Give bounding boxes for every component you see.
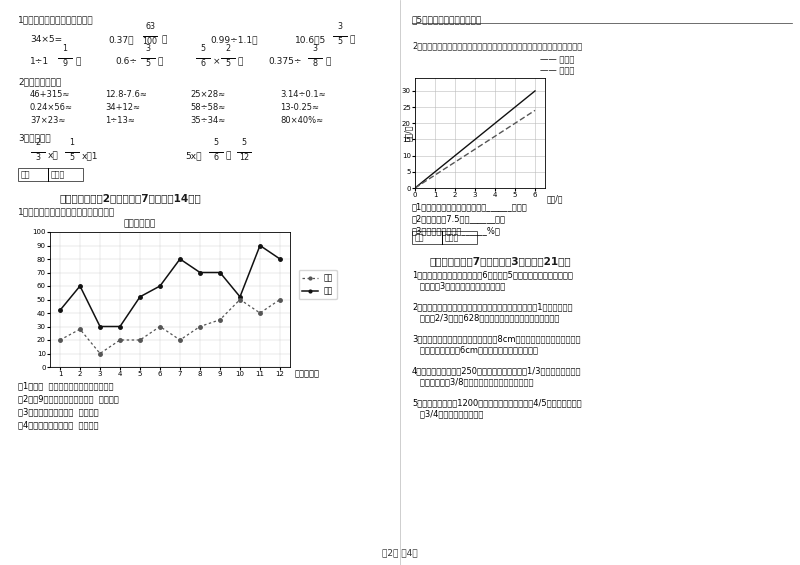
Text: 评卷人: 评卷人 bbox=[445, 233, 459, 242]
Text: 0.375÷: 0.375÷ bbox=[268, 57, 302, 66]
Text: 2．一个装满汽油的圆柱形油桶，从里面量，底面半径为1米。如用去这: 2．一个装满汽油的圆柱形油桶，从里面量，底面半径为1米。如用去这 bbox=[412, 302, 573, 311]
Text: （2）、9月份收入和支出相差（  ）万元。: （2）、9月份收入和支出相差（ ）万元。 bbox=[18, 394, 118, 403]
Text: 1．请根据下面的统计图回答下列问题。: 1．请根据下面的统计图回答下列问题。 bbox=[18, 207, 115, 216]
Text: ＝: ＝ bbox=[162, 35, 167, 44]
Text: 35÷34≈: 35÷34≈ bbox=[190, 116, 226, 125]
Text: 3: 3 bbox=[35, 153, 41, 162]
Text: 的3/4，种黄瓜多少公顷？: 的3/4，种黄瓜多少公顷？ bbox=[412, 409, 483, 418]
Text: 34+12≈: 34+12≈ bbox=[105, 103, 140, 112]
Text: （5）你还获得了哪些信息？: （5）你还获得了哪些信息？ bbox=[412, 15, 482, 24]
Text: 10.6－5: 10.6－5 bbox=[295, 35, 326, 44]
Text: 8: 8 bbox=[313, 59, 318, 68]
Text: 评卷人: 评卷人 bbox=[51, 170, 66, 179]
Text: 1: 1 bbox=[62, 44, 67, 53]
Text: 六、应用题（共7小题，每题3分，共计21分）: 六、应用题（共7小题，每题3分，共计21分） bbox=[429, 256, 571, 266]
Text: —— 降价前: —— 降价前 bbox=[540, 55, 574, 64]
Bar bbox=[412, 231, 477, 244]
Text: 3: 3 bbox=[146, 44, 150, 53]
Text: 12: 12 bbox=[239, 153, 249, 162]
Text: 5: 5 bbox=[242, 138, 246, 147]
Text: 1．直接写出下面各题的积数。: 1．直接写出下面各题的积数。 bbox=[18, 15, 94, 24]
Text: 全额（万元）: 全额（万元） bbox=[124, 219, 156, 228]
Text: 5: 5 bbox=[201, 44, 206, 53]
Text: ＝: ＝ bbox=[325, 57, 330, 66]
Text: 是果园枣树的3/8，这个果园一共有果树多少棵？: 是果园枣树的3/8，这个果园一共有果树多少棵？ bbox=[412, 377, 534, 386]
Text: 0.99÷1.1＝: 0.99÷1.1＝ bbox=[210, 35, 258, 44]
Text: 中取出，水面下降6cm，这个铁球的体积是多少？: 中取出，水面下降6cm，这个铁球的体积是多少？ bbox=[412, 345, 538, 354]
Text: 37×23≈: 37×23≈ bbox=[30, 116, 66, 125]
Text: 5x－: 5x－ bbox=[185, 151, 202, 160]
Text: 5．新光农场种白菜1200公顷，种的萝卜是白菜的4/5，萝卜又是黄瓜: 5．新光农场种白菜1200公顷，种的萝卜是白菜的4/5，萝卜又是黄瓜 bbox=[412, 398, 582, 407]
Legend: 支出, 收入: 支出, 收入 bbox=[298, 270, 337, 299]
Text: （3）这种彩带降价了______%。: （3）这种彩带降价了______%。 bbox=[412, 226, 501, 235]
Text: 2: 2 bbox=[35, 138, 41, 147]
Text: 2．图象表示一种彩带降价前后的长度与总价的关系，请根据图中信息填空。: 2．图象表示一种彩带降价前后的长度与总价的关系，请根据图中信息填空。 bbox=[412, 41, 582, 50]
Text: 得分: 得分 bbox=[415, 233, 425, 242]
Text: 3．解方程。: 3．解方程。 bbox=[18, 133, 50, 142]
Text: 63: 63 bbox=[145, 22, 155, 31]
Text: x＝1: x＝1 bbox=[82, 151, 98, 160]
Text: 5: 5 bbox=[70, 153, 74, 162]
Text: 6: 6 bbox=[201, 59, 206, 68]
Text: 总价/元: 总价/元 bbox=[404, 125, 413, 141]
Text: 第2页 共4页: 第2页 共4页 bbox=[382, 548, 418, 557]
Text: 桶油的2/3后还剩628升，求这个油桶的高。（列方程解）: 桶油的2/3后还剩628升，求这个油桶的高。（列方程解） bbox=[412, 313, 559, 322]
Text: 5: 5 bbox=[214, 138, 218, 147]
Text: 2: 2 bbox=[226, 44, 230, 53]
Text: 3．一个圆柱形玻璃容器的底面半径是8cm，把一个铁球从这个容器的水: 3．一个圆柱形玻璃容器的底面半径是8cm，把一个铁球从这个容器的水 bbox=[412, 334, 581, 343]
Text: 12.8-7.6≈: 12.8-7.6≈ bbox=[105, 90, 147, 99]
Text: （1）降价前后，长度与总价都成______比例。: （1）降价前后，长度与总价都成______比例。 bbox=[412, 202, 528, 211]
Text: 3.14÷0.1≈: 3.14÷0.1≈ bbox=[280, 90, 326, 99]
Text: ＝: ＝ bbox=[75, 57, 80, 66]
Text: 得分: 得分 bbox=[21, 170, 30, 179]
Bar bbox=[18, 168, 83, 181]
Text: 1÷13≈: 1÷13≈ bbox=[105, 116, 135, 125]
Text: 五、综合题（共2小题，每题7分，共计14分）: 五、综合题（共2小题，每题7分，共计14分） bbox=[60, 193, 202, 203]
Text: ＝: ＝ bbox=[158, 57, 163, 66]
Text: ＝: ＝ bbox=[350, 35, 355, 44]
Text: 9: 9 bbox=[62, 59, 67, 68]
Text: ＝: ＝ bbox=[226, 151, 231, 160]
Text: （3）、全年实际收入（  ）万元。: （3）、全年实际收入（ ）万元。 bbox=[18, 407, 98, 416]
Text: 长度/米: 长度/米 bbox=[547, 194, 563, 203]
Text: 5: 5 bbox=[338, 37, 342, 46]
Text: 0.6÷: 0.6÷ bbox=[115, 57, 137, 66]
Text: 月份（月）: 月份（月） bbox=[295, 369, 320, 378]
Text: 13-0.25≈: 13-0.25≈ bbox=[280, 103, 319, 112]
Text: 3: 3 bbox=[313, 44, 318, 53]
Text: 6: 6 bbox=[214, 153, 218, 162]
Text: x－: x－ bbox=[48, 151, 58, 160]
Text: 0.24×56≈: 0.24×56≈ bbox=[30, 103, 73, 112]
Text: 1．一个圆锥形钢锭，底面直径6分米，高5分米，体积多少？如果每立: 1．一个圆锥形钢锭，底面直径6分米，高5分米，体积多少？如果每立 bbox=[412, 270, 573, 279]
Text: （4）、平均每月支出（  ）万元。: （4）、平均每月支出（ ）万元。 bbox=[18, 420, 98, 429]
Text: 100: 100 bbox=[142, 37, 158, 46]
Text: 1: 1 bbox=[70, 138, 74, 147]
Text: 2．直接写得数。: 2．直接写得数。 bbox=[18, 77, 62, 86]
Text: 5: 5 bbox=[146, 59, 150, 68]
Text: （1）、（  ）月份收入和支出相差最小。: （1）、（ ）月份收入和支出相差最小。 bbox=[18, 381, 114, 390]
Text: 25×28≈: 25×28≈ bbox=[190, 90, 225, 99]
Text: （2）降价前买7.5米需______元。: （2）降价前买7.5米需______元。 bbox=[412, 214, 506, 223]
Text: 34×5=: 34×5= bbox=[30, 35, 62, 44]
Text: 4．一个果园有苹果树250棵，梨树占所有果树的1/3，这两种果树正好: 4．一个果园有苹果树250棵，梨树占所有果树的1/3，这两种果树正好 bbox=[412, 366, 582, 375]
Text: 5: 5 bbox=[226, 59, 230, 68]
Text: 46+315≈: 46+315≈ bbox=[30, 90, 70, 99]
Text: 0.37＋: 0.37＋ bbox=[108, 35, 134, 44]
Text: 80×40%≈: 80×40%≈ bbox=[280, 116, 323, 125]
Text: 3: 3 bbox=[338, 22, 342, 31]
Text: —— 降价后: —— 降价后 bbox=[540, 66, 574, 75]
Text: 58÷58≈: 58÷58≈ bbox=[190, 103, 226, 112]
Text: 方分米重3千克，这个钢锭重几千克？: 方分米重3千克，这个钢锭重几千克？ bbox=[412, 281, 506, 290]
Text: ×: × bbox=[213, 57, 221, 66]
Text: 1÷1: 1÷1 bbox=[30, 57, 49, 66]
Text: ＝: ＝ bbox=[238, 57, 243, 66]
